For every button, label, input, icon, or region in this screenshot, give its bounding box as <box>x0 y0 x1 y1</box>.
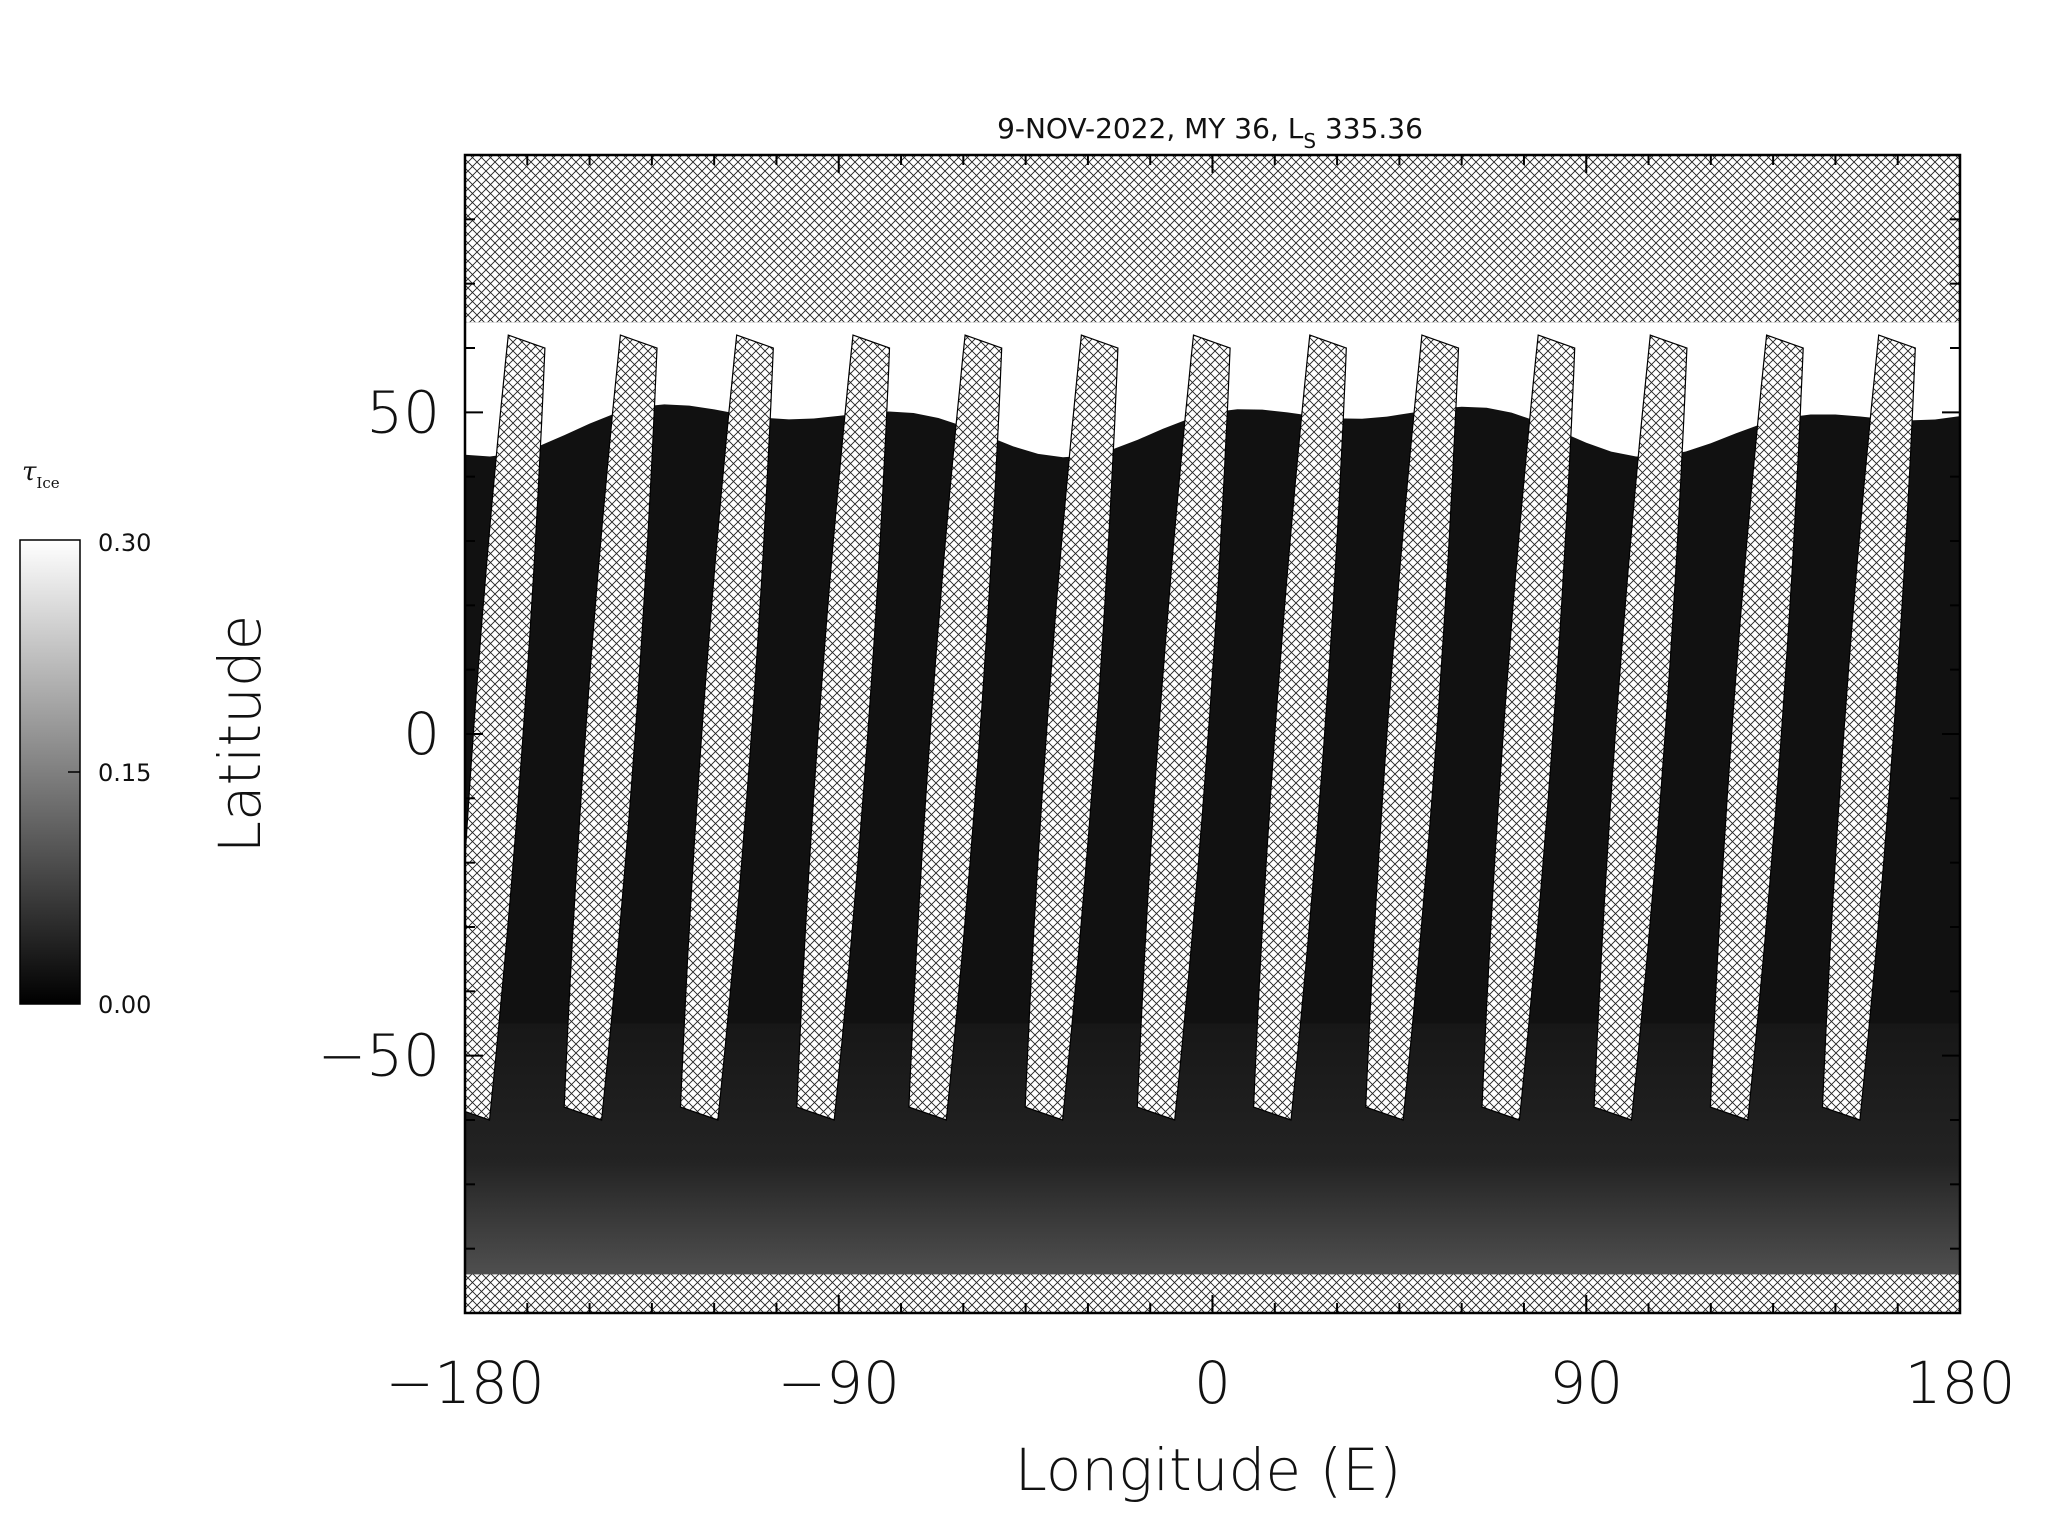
x-tick-label: 90 <box>1549 1349 1623 1417</box>
orbit-gap-strip-11 <box>1593 334 1688 1121</box>
orbit-gap-strip-1 <box>465 334 546 1121</box>
y-axis-title: Latitude <box>206 615 274 854</box>
orbit-gap-strip-6 <box>1024 334 1119 1121</box>
orbit-gap-strip-7 <box>1136 334 1231 1121</box>
plot-area <box>465 155 1960 1313</box>
orbit-gap-strip-2 <box>563 334 658 1121</box>
data-layer <box>465 322 1960 1313</box>
axis-ticks <box>464 154 1961 1314</box>
y-tick-label: 50 <box>366 378 440 446</box>
colorbar-tick-max: 0.30 <box>98 529 151 557</box>
x-tick-label: 180 <box>1905 1349 2016 1417</box>
orbit-gap-strip-3 <box>679 334 774 1121</box>
x-tick-label: 0 <box>1194 1349 1231 1417</box>
colorbar-title: τIce <box>22 457 60 492</box>
orbit-gap-strip-5 <box>908 334 1003 1121</box>
y-tick-label: −50 <box>318 1022 440 1090</box>
x-tick-label: −180 <box>385 1349 544 1417</box>
y-tick-label: 0 <box>403 700 440 768</box>
x-axis-title: Longitude (E) <box>1015 1436 1402 1504</box>
axis-tick-labels: −180 −90 0 90 180 −50 0 50 <box>318 378 2016 1417</box>
orbit-gap-strip-8 <box>1252 334 1347 1121</box>
colorbar-tick-min: 0.00 <box>98 991 151 1019</box>
colorbar: τIce 0.30 0.15 0.00 <box>19 457 151 1019</box>
x-tick-label: −90 <box>778 1349 900 1417</box>
orbit-gap-strip-9 <box>1365 334 1460 1121</box>
orbit-gap-strip-10 <box>1481 334 1576 1121</box>
orbit-gap-strip-13 <box>1821 334 1916 1121</box>
colorbar-tick-mid-label: 0.15 <box>98 759 151 787</box>
orbit-gap-strip-12 <box>1709 334 1804 1121</box>
orbit-gap-strip-4 <box>796 334 891 1121</box>
chart-title: 9-NOV-2022, MY 36, LS 335.36 <box>997 112 1423 153</box>
